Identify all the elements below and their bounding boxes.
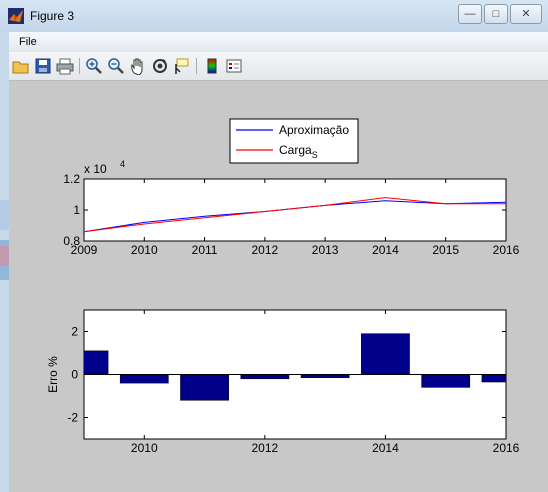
legend-label-carga-text: Carga [279, 143, 312, 157]
y-exponent-power: 4 [120, 159, 125, 169]
x-tick-label: 2013 [312, 243, 339, 257]
bar [361, 334, 409, 375]
zoom-out-icon[interactable] [107, 57, 125, 75]
x-tick-label: 2016 [493, 243, 520, 257]
x-tick-label: 2014 [372, 441, 399, 455]
figure-toolbar [9, 52, 548, 81]
legend-label-carga-subscript: S [312, 150, 318, 160]
x-tick-label: 2015 [432, 243, 459, 257]
toolbar-separator [79, 58, 80, 74]
print-icon[interactable] [56, 57, 74, 75]
x-tick-label: 2016 [493, 441, 520, 455]
background-strip [0, 200, 9, 230]
data-cursor-icon[interactable] [173, 57, 191, 75]
x-tick-label: 2014 [372, 243, 399, 257]
zoom-in-icon[interactable] [85, 57, 103, 75]
y-tick-label: 2 [71, 325, 78, 339]
axes-top[interactable]: 2009 2010 2011 2012 2013 2014 2015 20160.811.2x… [63, 159, 519, 257]
background-strip [0, 246, 9, 266]
y-tick-label: 1.2 [63, 172, 80, 186]
bar [120, 375, 168, 384]
close-button[interactable]: ✕ [510, 4, 542, 24]
figure-canvas: Aproximação CargaS 2009 2010 2011 2012 2013 2… [9, 80, 548, 492]
bar [180, 375, 228, 401]
maximize-button[interactable]: □ [484, 4, 508, 24]
colorbar-icon[interactable] [203, 57, 221, 75]
bar [422, 375, 470, 388]
x-tick-label: 2011 [192, 243, 218, 257]
toolbar-separator [196, 58, 197, 74]
legend-icon[interactable] [225, 57, 243, 75]
y-exponent-label: x 10 [84, 162, 107, 176]
plots-svg: Aproximação CargaS 2009 2010 2011 2012 2013 2… [9, 80, 548, 492]
axes-bottom[interactable]: 2010 2012 2014 2016 -2 0 2 Erro % [46, 310, 530, 455]
minimize-button[interactable]: — [458, 4, 482, 24]
matlab-logo-icon [8, 8, 24, 24]
bar [482, 375, 530, 383]
y-tick-label: -2 [67, 411, 78, 425]
y-axis-label: Erro % [46, 356, 60, 393]
legend[interactable]: Aproximação CargaS [230, 119, 358, 163]
x-tick-label: 2010 [131, 243, 158, 257]
y-tick-label: 0.8 [63, 234, 80, 248]
x-tick-label: 2012 [252, 243, 279, 257]
plot-area-top [84, 179, 506, 241]
window-title: Figure 3 [30, 9, 74, 23]
menu-file[interactable]: File [19, 36, 37, 48]
x-tick-label: 2012 [252, 441, 279, 455]
y-tick-label: 0 [71, 368, 78, 382]
y-tick-label: 1 [73, 203, 80, 217]
rotate-3d-icon[interactable] [151, 57, 169, 75]
pan-icon[interactable] [129, 57, 147, 75]
title-bar: Figure 3 — □ ✕ [0, 0, 548, 32]
x-tick-label: 2010 [131, 441, 158, 455]
bar [60, 351, 108, 375]
bar [241, 375, 289, 379]
open-icon[interactable] [12, 57, 30, 75]
save-icon[interactable] [34, 57, 52, 75]
legend-label-approx: Aproximação [279, 123, 349, 137]
menu-bar: File [9, 32, 548, 52]
